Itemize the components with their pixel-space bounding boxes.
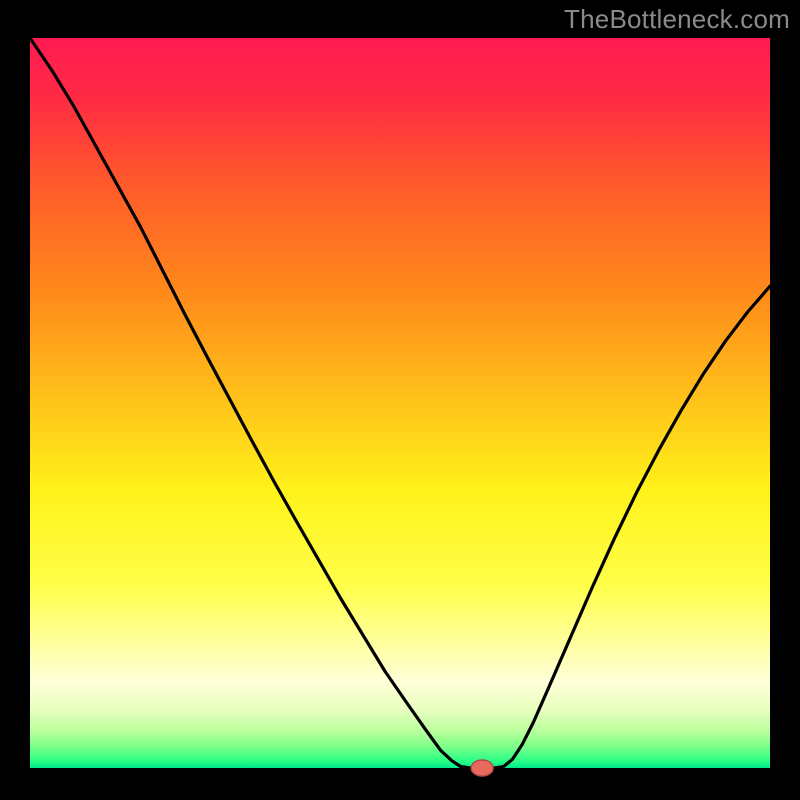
optimum-marker (471, 760, 493, 776)
bottleneck-plot (0, 0, 800, 800)
watermark-text: TheBottleneck.com (564, 4, 790, 35)
plot-background (30, 38, 770, 768)
